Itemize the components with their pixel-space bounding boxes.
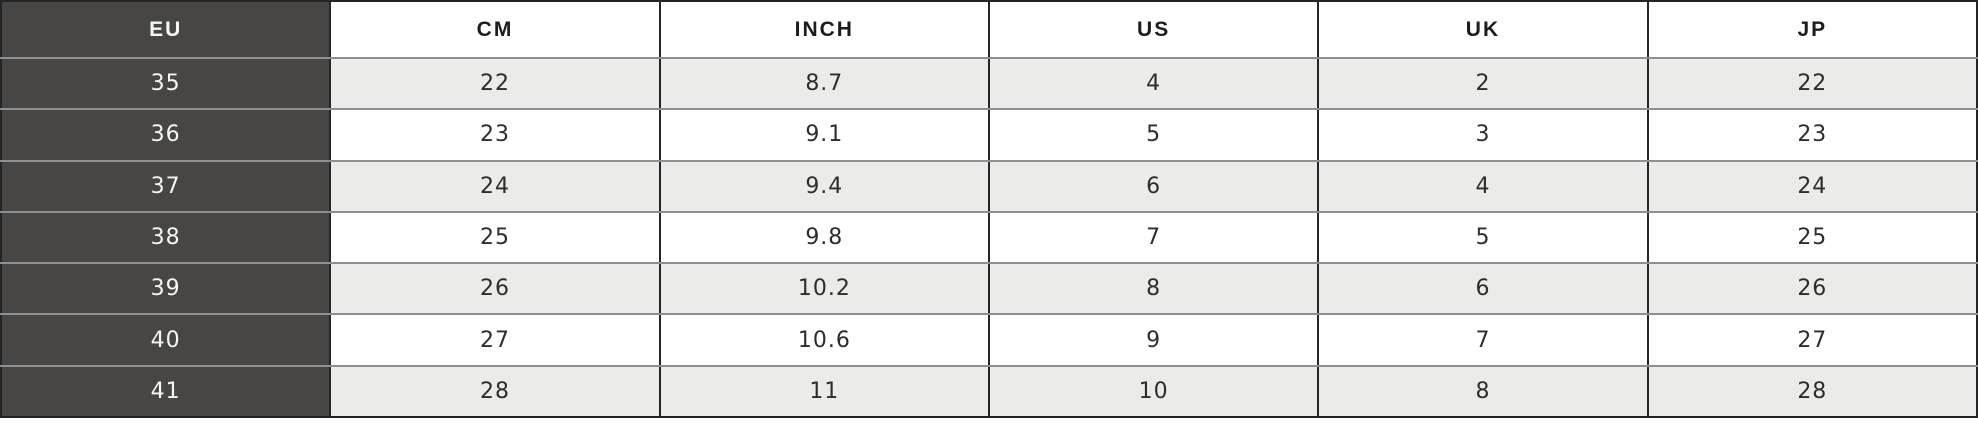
table-cell: 7	[988, 211, 1320, 265]
table-cell: 4	[988, 58, 1320, 111]
row-label-cell: 38	[0, 211, 332, 265]
table-cell: 8	[1318, 365, 1649, 419]
header-cell-eu: EU	[0, 1, 332, 59]
table-row: 36 23 9.1 5 3 23	[0, 109, 1978, 162]
table-cell: 10.6	[659, 314, 990, 367]
table-cell: 26	[1647, 263, 1978, 316]
table-cell: 22	[330, 58, 661, 111]
table-row: 41 28 11 10 8 28	[0, 365, 1978, 419]
table-cell: 2	[1318, 58, 1649, 111]
row-label-cell: 39	[0, 263, 332, 316]
table-cell: 27	[330, 314, 661, 367]
table-row: 40 27 10.6 9 7 27	[0, 314, 1978, 367]
table-row: 38 25 9.8 7 5 25	[0, 211, 1978, 265]
table-header-row: EU CM INCH US UK JP	[0, 1, 1978, 59]
header-cell-us: US	[988, 1, 1320, 59]
table-cell: 26	[330, 263, 661, 316]
table-row: 39 26 10.2 8 6 26	[0, 263, 1978, 316]
header-cell-uk: UK	[1318, 1, 1649, 59]
table-cell: 10.2	[659, 263, 990, 316]
table-cell: 7	[1318, 314, 1649, 367]
row-label-cell: 40	[0, 314, 332, 367]
header-cell-cm: CM	[330, 1, 661, 59]
table-cell: 9	[988, 314, 1320, 367]
table-cell: 28	[330, 365, 661, 419]
table-cell: 11	[659, 365, 990, 419]
table-cell: 6	[988, 160, 1320, 213]
table-cell: 9.8	[659, 211, 990, 265]
table-body: 35 22 8.7 4 2 22 36 23 9.1 5 3 23 37 24 9.4 6 4 24 38 25 9.8…	[0, 58, 1978, 419]
table-cell: 23	[1647, 109, 1978, 162]
row-label-cell: 37	[0, 160, 332, 213]
table-cell: 25	[1647, 211, 1978, 265]
table-cell: 24	[1647, 160, 1978, 213]
table-cell: 22	[1647, 58, 1978, 111]
table-row: 35 22 8.7 4 2 22	[0, 58, 1978, 111]
table-cell: 25	[330, 211, 661, 265]
table-cell: 9.4	[659, 160, 990, 213]
table-cell: 8.7	[659, 58, 990, 111]
table-cell: 10	[988, 365, 1320, 419]
table-header: EU CM INCH US UK JP	[0, 1, 1978, 59]
table-row: 37 24 9.4 6 4 24	[0, 160, 1978, 213]
table-cell: 5	[988, 109, 1320, 162]
table-cell: 28	[1647, 365, 1978, 419]
row-label-cell: 41	[0, 365, 332, 419]
row-label-cell: 36	[0, 109, 332, 162]
header-cell-inch: INCH	[659, 1, 990, 59]
table-cell: 3	[1318, 109, 1649, 162]
table-cell: 9.1	[659, 109, 990, 162]
table-cell: 23	[330, 109, 661, 162]
row-label-cell: 35	[0, 58, 332, 111]
table-cell: 5	[1318, 211, 1649, 265]
table-cell: 8	[988, 263, 1320, 316]
table-cell: 4	[1318, 160, 1649, 213]
table-cell: 24	[330, 160, 661, 213]
header-cell-jp: JP	[1647, 1, 1978, 59]
table-cell: 6	[1318, 263, 1649, 316]
table-cell: 27	[1647, 314, 1978, 367]
